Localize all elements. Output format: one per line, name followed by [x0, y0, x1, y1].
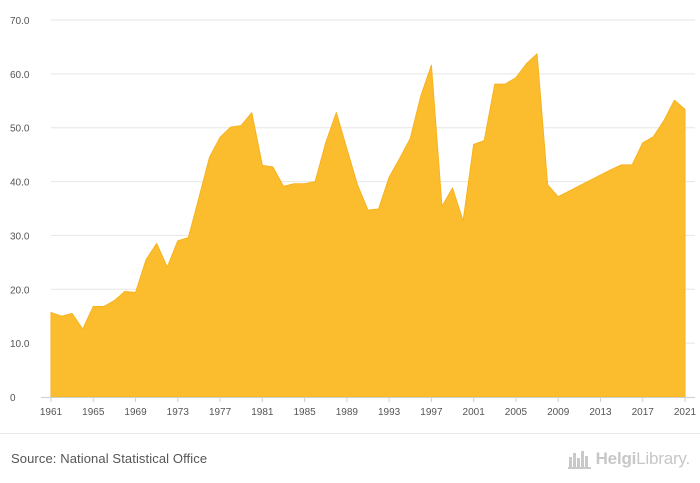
area-chart: 010.020.030.040.050.060.070.0 1961 1965 19…	[10, 16, 697, 418]
x-tick-label: 2001	[463, 407, 486, 418]
footer: Source: National Statistical Office Helg…	[0, 433, 700, 483]
x-tick-label: 2009	[547, 407, 570, 418]
x-tick-label: 1973	[167, 407, 190, 418]
y-tick-label: 60.0	[10, 70, 30, 81]
x-tick-label: 1997	[420, 407, 443, 418]
x-axis-ticks	[50, 397, 686, 402]
x-tick-label: 1961	[40, 407, 63, 418]
x-tick-label: 1965	[82, 407, 105, 418]
x-tick-label: 2013	[589, 407, 612, 418]
source-label: Source: National Statistical Office	[11, 451, 208, 466]
brand-logo[interactable]: HelgiLibrary.	[567, 448, 691, 470]
area-series	[50, 53, 686, 398]
x-tick-label: 1969	[124, 407, 147, 418]
brand-name: HelgiLibrary.	[595, 449, 691, 468]
x-tick-label: 1985	[293, 407, 316, 418]
x-tick-label: 2005	[505, 407, 528, 418]
city-skyline-icon	[567, 451, 591, 469]
x-axis-tick-labels: 1961 1965 1969 1973 1977 1981 1985 1989 1993 1997…	[40, 407, 697, 418]
x-tick-label: 2017	[632, 407, 655, 418]
y-axis-tick-labels: 0 10.0 20.0 30.0 40.0 50.0 60.0 70.0	[10, 16, 30, 404]
y-tick-label: 40.0	[10, 178, 30, 189]
x-tick-label: 2021	[674, 407, 697, 418]
x-tick-label: 1981	[251, 407, 274, 418]
y-tick-label: 50.0	[10, 124, 30, 135]
y-tick-label: 30.0	[10, 231, 30, 242]
x-tick-label: 1977	[209, 407, 232, 418]
y-tick-label: 20.0	[10, 285, 30, 296]
y-tick-label: 10.0	[10, 339, 30, 350]
y-tick-label: 70.0	[10, 16, 30, 27]
x-tick-label: 1989	[336, 407, 359, 418]
y-tick-label: 0	[10, 393, 16, 404]
x-tick-label: 1993	[378, 407, 401, 418]
